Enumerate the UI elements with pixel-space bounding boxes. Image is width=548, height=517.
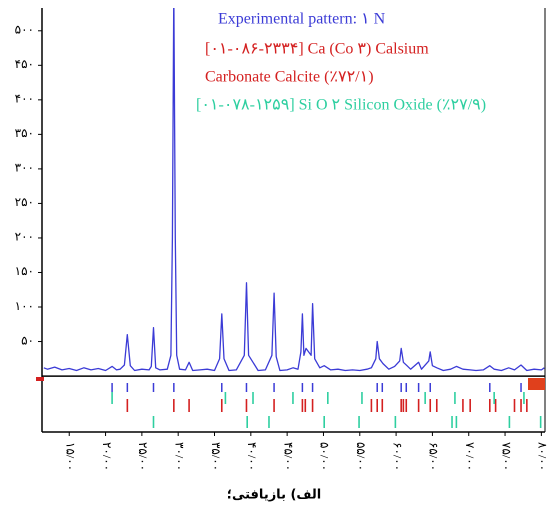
x-tick-label: ۶۰/۰۰ xyxy=(390,442,404,471)
y-tick-label: ۲۰۰ xyxy=(15,230,34,244)
legend-entry: [۰۱-۰۷۸-۱۲۵۹] Si O ۲ Silicon Oxide (٪۲۷/… xyxy=(196,97,486,114)
x-tick-label: ۲۰/۰۰ xyxy=(100,442,114,471)
x-tick-label: ۵۵/۰۰ xyxy=(354,442,368,471)
x-tick-label: ۸۰/۰۰ xyxy=(536,442,548,471)
baseline-marker xyxy=(36,377,44,381)
spectrum-line xyxy=(43,8,545,372)
baseline-marker xyxy=(528,378,545,390)
y-tick-label: ۳۰۰ xyxy=(15,161,34,175)
y-tick-label: ۱۰۰ xyxy=(15,299,34,313)
x-tick-label: ۵۰/۰۰ xyxy=(318,442,332,471)
y-tick-label: ۳۵۰ xyxy=(15,126,34,140)
legend-entry: Experimental pattern: ۱ N xyxy=(218,11,386,28)
x-tick-label: ۷۰/۰۰ xyxy=(463,442,477,471)
y-tick-label: ۵۰ xyxy=(21,333,34,347)
x-tick-label: ۳۰/۰۰ xyxy=(172,442,186,471)
y-tick-label: ۴۵۰ xyxy=(15,57,34,71)
x-tick-label: ۴۵/۰۰ xyxy=(281,442,295,471)
x-tick-label: ۳۵/۰۰ xyxy=(209,442,223,471)
legend-entry: Carbonate Calcite (٪۷۲/۱) xyxy=(205,69,374,86)
x-tick-label: ۱۵/۰۰ xyxy=(63,442,77,471)
y-tick-label: ۵۰۰ xyxy=(15,23,34,37)
x-tick-label: ۴۰/۰۰ xyxy=(245,442,259,471)
x-tick-label: ۲۵/۰۰ xyxy=(136,442,150,471)
legend-entry: [۰۱-۰۸۶-۲۳۳۴] Ca (Co ۳) Calsium xyxy=(205,41,429,58)
y-tick-label: ۱۵۰ xyxy=(15,264,34,278)
plot-area xyxy=(43,8,545,372)
x-tick-label: ۶۵/۰۰ xyxy=(427,442,441,471)
caption: الف) بازیافتی؛ xyxy=(227,488,321,503)
y-tick-label: ۲۵۰ xyxy=(15,195,34,209)
y-tick-label: ۴۰۰ xyxy=(15,92,34,106)
x-tick-label: ۷۵/۰۰ xyxy=(499,442,513,471)
